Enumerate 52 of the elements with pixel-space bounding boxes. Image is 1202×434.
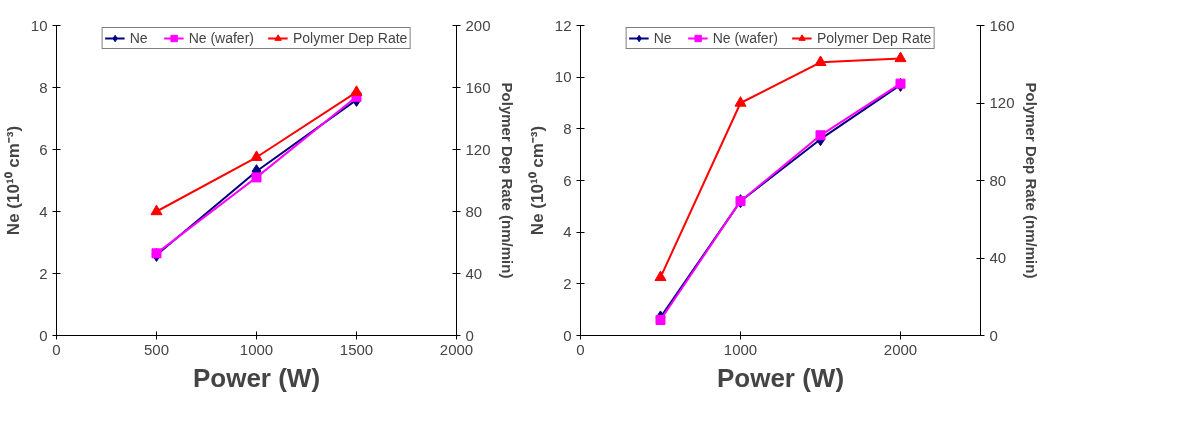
- y-tick-label: 2: [563, 274, 572, 292]
- y-tick-label: 4: [563, 223, 572, 241]
- point: [150, 204, 163, 216]
- x-tick-label: 1000: [723, 340, 758, 358]
- y2-tick-label: 160: [465, 78, 491, 96]
- y-tick-label: 0: [563, 326, 572, 344]
- point: [654, 270, 667, 282]
- y-tick-label: 10: [30, 16, 48, 34]
- y2-tick-label: 200: [465, 16, 491, 34]
- point: [251, 172, 262, 183]
- y-tick-label: 10: [554, 68, 572, 86]
- point: [350, 85, 363, 96]
- y-tick-label: 0: [39, 326, 48, 344]
- y-axis-title: Ne (10¹⁰ cm⁻³): [527, 125, 547, 236]
- point: [250, 150, 263, 161]
- point: [814, 55, 827, 66]
- y-axis-title: Ne (10¹⁰ cm⁻³): [3, 125, 23, 236]
- y-tick-label: 2: [39, 264, 48, 282]
- legend-label: Ne (wafer): [188, 30, 254, 46]
- y2-tick-label: 0: [989, 326, 998, 344]
- legend-label: Polymer Dep Rate: [292, 30, 408, 46]
- y2-tick-label: 40: [989, 249, 1007, 266]
- y2-tick-label: 120: [989, 94, 1015, 111]
- y-tick-label: 6: [39, 140, 48, 158]
- x-tick-label: 1000: [239, 340, 274, 358]
- point: [894, 51, 907, 63]
- x-axis-title: Power (W): [192, 362, 321, 393]
- legend-label: Ne (wafer): [712, 30, 778, 46]
- x-axis-title: Power (W): [716, 362, 845, 393]
- y-tick-label: 8: [39, 78, 48, 96]
- point: [655, 315, 666, 325]
- x-tick-label: 2000: [883, 340, 918, 358]
- y-tick-label: 6: [563, 171, 572, 189]
- y2-tick-label: 40: [465, 264, 483, 282]
- y2-tick-label: 160: [989, 16, 1015, 34]
- x-tick-label: 0: [576, 340, 585, 358]
- point: [815, 130, 826, 141]
- legend-label: Ne: [129, 30, 149, 46]
- y2-axis-title: Polymer Dep Rate (nm/min): [498, 82, 516, 279]
- y-tick-label: 4: [39, 202, 48, 220]
- y-tick-label: 8: [563, 119, 572, 137]
- x-tick-label: 1500: [339, 340, 374, 358]
- y2-tick-label: 120: [465, 140, 491, 158]
- y2-axis-title: Polymer Dep Rate (nm/min): [1022, 82, 1040, 279]
- x-tick-label: 0: [52, 340, 61, 358]
- point: [734, 96, 747, 107]
- x-tick-label: 500: [143, 340, 170, 358]
- y-tick-label: 12: [554, 16, 572, 34]
- y2-tick-label: 80: [989, 171, 1007, 189]
- legend-label: Polymer Dep Rate: [816, 30, 932, 46]
- y2-tick-label: 80: [465, 202, 483, 220]
- legend-label: Ne: [653, 30, 673, 46]
